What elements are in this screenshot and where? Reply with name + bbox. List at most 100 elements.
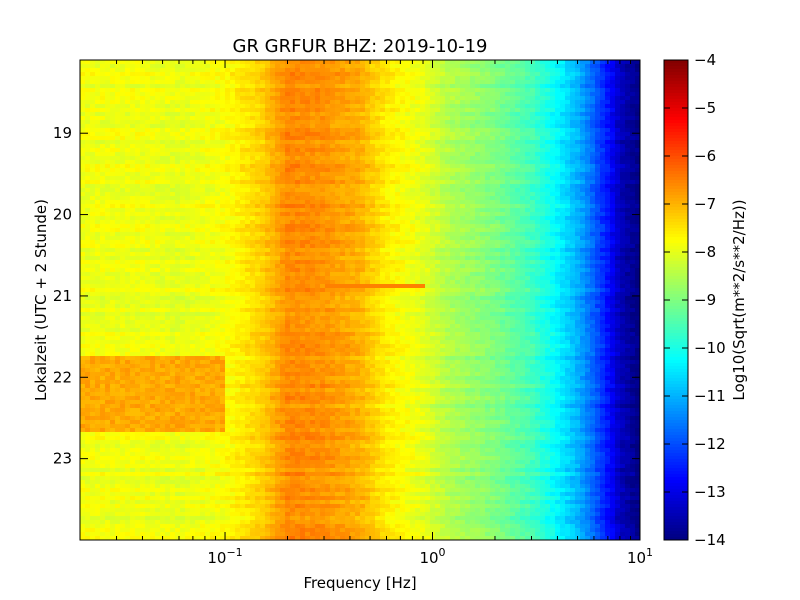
heatmap-cell xyxy=(145,112,151,117)
heatmap-cell xyxy=(395,112,401,117)
heatmap-cell xyxy=(245,232,251,237)
heatmap-cell xyxy=(115,128,121,133)
heatmap-cell xyxy=(305,208,311,213)
heatmap-cell xyxy=(300,208,306,213)
heatmap-cell xyxy=(390,124,396,129)
heatmap-cell xyxy=(565,200,571,205)
heatmap-cell xyxy=(310,136,316,141)
heatmap-cell xyxy=(430,184,436,189)
heatmap-cell xyxy=(190,136,196,141)
heatmap-cell xyxy=(535,148,541,153)
heatmap-cell xyxy=(470,124,476,129)
heatmap-cell xyxy=(535,176,541,181)
heatmap-cell xyxy=(480,232,486,237)
heatmap-cell xyxy=(245,188,251,193)
heatmap-cell xyxy=(505,124,511,129)
heatmap-cell xyxy=(150,132,156,137)
heatmap-cell xyxy=(290,184,296,189)
heatmap-cell xyxy=(400,176,406,181)
heatmap-cell xyxy=(245,212,251,217)
heatmap-cell xyxy=(540,88,546,93)
heatmap-cell xyxy=(595,76,601,81)
heatmap-cell xyxy=(325,184,331,189)
heatmap-cell xyxy=(265,196,271,201)
heatmap-cell xyxy=(530,192,536,197)
heatmap-cell xyxy=(310,80,316,85)
heatmap-cell xyxy=(245,84,251,89)
heatmap-cell xyxy=(595,156,601,161)
heatmap-cell xyxy=(195,180,201,185)
heatmap-cell xyxy=(225,192,231,197)
heatmap-cell xyxy=(205,160,211,165)
heatmap-cell xyxy=(205,76,211,81)
heatmap-cell xyxy=(470,84,476,89)
heatmap-cell xyxy=(80,88,86,93)
heatmap-cell xyxy=(455,204,461,209)
heatmap-cell xyxy=(600,216,606,221)
heatmap-cell xyxy=(260,196,266,201)
heatmap-cell xyxy=(290,212,296,217)
heatmap-cell xyxy=(605,192,611,197)
heatmap-cell xyxy=(150,116,156,121)
heatmap-cell xyxy=(325,236,331,241)
heatmap-cell xyxy=(460,124,466,129)
heatmap-cell xyxy=(465,156,471,161)
heatmap-cell xyxy=(320,216,326,221)
heatmap-cell xyxy=(220,220,226,225)
heatmap-cell xyxy=(300,200,306,205)
heatmap-cell xyxy=(415,60,421,65)
heatmap-cell xyxy=(310,224,316,229)
heatmap-cell xyxy=(300,232,306,237)
heatmap-cell xyxy=(565,68,571,73)
heatmap-cell xyxy=(105,120,111,125)
heatmap-cell xyxy=(155,152,161,157)
heatmap-cell xyxy=(115,96,121,101)
heatmap-cell xyxy=(165,216,171,221)
heatmap-cell xyxy=(290,192,296,197)
heatmap-cell xyxy=(420,184,426,189)
heatmap-cell xyxy=(105,228,111,233)
heatmap-cell xyxy=(310,196,316,201)
heatmap-cell xyxy=(395,104,401,109)
heatmap-cell xyxy=(430,212,436,217)
heatmap-cell xyxy=(195,96,201,101)
heatmap-cell xyxy=(125,72,131,77)
heatmap-cell xyxy=(215,136,221,141)
heatmap-cell xyxy=(325,200,331,205)
heatmap-cell xyxy=(315,128,321,133)
heatmap-cell xyxy=(325,136,331,141)
heatmap-cell xyxy=(420,140,426,145)
heatmap-cell xyxy=(520,148,526,153)
heatmap-cell xyxy=(240,168,246,173)
heatmap-cell xyxy=(285,184,291,189)
heatmap-cell xyxy=(225,132,231,137)
heatmap-cell xyxy=(175,164,181,169)
heatmap-cell xyxy=(375,168,381,173)
heatmap-cell xyxy=(125,88,131,93)
heatmap-cell xyxy=(260,220,266,225)
heatmap-cell xyxy=(570,168,576,173)
heatmap-cell xyxy=(360,84,366,89)
heatmap-cell xyxy=(610,148,616,153)
heatmap-cell xyxy=(335,108,341,113)
heatmap-cell xyxy=(200,208,206,213)
heatmap-cell xyxy=(530,124,536,129)
heatmap-cell xyxy=(515,204,521,209)
heatmap-cell xyxy=(320,112,326,117)
heatmap-cell xyxy=(210,180,216,185)
heatmap-cell xyxy=(100,108,106,113)
heatmap-cell xyxy=(585,72,591,77)
heatmap-cell xyxy=(315,232,321,237)
heatmap-cell xyxy=(240,108,246,113)
heatmap-cell xyxy=(85,64,91,69)
heatmap-cell xyxy=(490,224,496,229)
heatmap-cell xyxy=(165,152,171,157)
heatmap-cell xyxy=(140,172,146,177)
heatmap-cell xyxy=(575,208,581,213)
heatmap-cell xyxy=(610,224,616,229)
heatmap-cell xyxy=(635,168,641,173)
heatmap-cell xyxy=(280,228,286,233)
heatmap-cell xyxy=(285,236,291,241)
heatmap-cell xyxy=(160,224,166,229)
heatmap-cell xyxy=(555,124,561,129)
